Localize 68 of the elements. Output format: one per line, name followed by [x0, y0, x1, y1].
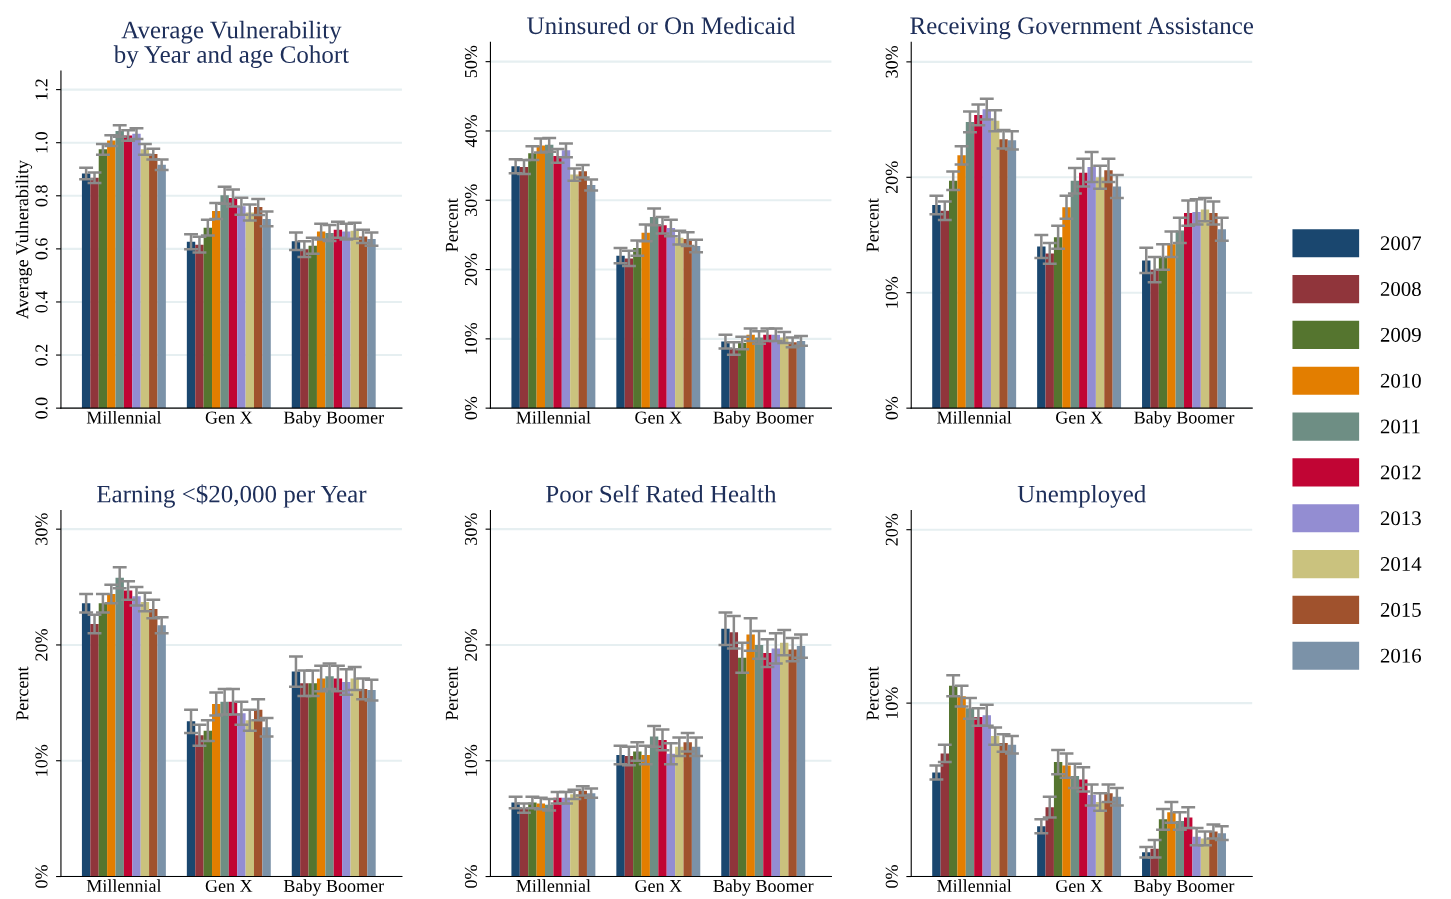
- y-tick-label: 10%: [464, 744, 478, 776]
- x-tick-label: Gen X: [205, 879, 253, 893]
- x-tick-label: Millennial: [937, 410, 1012, 424]
- chart-title: Average Vulnerability by Year and age Cohort: [113, 20, 349, 69]
- x-tick-label: Gen X: [635, 879, 682, 893]
- x-tick-label: Gen X: [205, 411, 253, 424]
- chart-title: Earning <$20,000 per Year: [97, 484, 367, 508]
- y-axis-title: Percent: [445, 198, 458, 252]
- y-tick-label: 20%: [464, 629, 478, 661]
- y-tick-label: 0%: [464, 865, 478, 888]
- y-tick-label: 30%: [35, 513, 48, 545]
- legend-label: 2008: [1380, 282, 1421, 297]
- y-tick-label: 20%: [35, 629, 48, 661]
- y-tick-label: 20%: [464, 253, 478, 286]
- legend-label: 2010: [1380, 373, 1421, 388]
- x-tick-label: Millennial: [86, 879, 162, 893]
- y-axis-title: Percent: [16, 666, 29, 721]
- y-tick-label: 30%: [464, 513, 478, 545]
- y-tick-label: 50%: [464, 45, 478, 78]
- x-tick-label: Gen X: [1056, 411, 1103, 424]
- legend-label: 2011: [1380, 419, 1420, 434]
- y-tick-label: 0%: [885, 396, 898, 420]
- x-tick-label: Millennial: [86, 410, 162, 424]
- x-tick-label: Baby Boomer: [1134, 879, 1235, 896]
- x-tick-label: Millennial: [516, 410, 591, 424]
- y-tick-label: 10%: [885, 276, 898, 308]
- legend-label: 2015: [1380, 602, 1421, 617]
- y-tick-label: 1.2: [35, 79, 48, 100]
- y-axis-title: Percent: [866, 198, 879, 252]
- y-tick-label: 0.6: [35, 238, 48, 260]
- y-tick-label: 0.2: [35, 344, 48, 366]
- y-tick-label: 30%: [885, 45, 898, 78]
- y-tick-label: 1.0: [35, 132, 48, 153]
- y-tick-label: 0%: [464, 396, 478, 420]
- x-tick-label: Gen X: [635, 411, 682, 424]
- y-tick-label: 0.8: [35, 185, 48, 207]
- x-tick-label: Baby Boomer: [283, 879, 384, 896]
- y-tick-label: 40%: [464, 115, 478, 148]
- y-tick-label: 0.4: [35, 290, 48, 313]
- y-axis-title: Percent: [866, 666, 879, 721]
- y-tick-label: 30%: [464, 184, 478, 216]
- legend-label: 2013: [1380, 511, 1421, 526]
- y-axis-title: Average Vulnerability: [15, 160, 33, 320]
- x-tick-label: Gen X: [1056, 879, 1103, 893]
- x-tick-label: Baby Boomer: [713, 879, 814, 896]
- y-axis-title: Percent: [445, 666, 458, 721]
- y-tick-label: 0.0: [35, 397, 48, 419]
- y-tick-label: 20%: [885, 161, 898, 194]
- y-tick-label: 0%: [35, 865, 48, 888]
- y-tick-label: 10%: [885, 687, 898, 719]
- x-tick-label: Millennial: [937, 879, 1012, 893]
- legend-label: 2012: [1380, 465, 1421, 480]
- y-tick-label: 10%: [35, 744, 48, 776]
- x-tick-label: Baby Boomer: [283, 410, 384, 428]
- legend-label: 2016: [1380, 648, 1422, 663]
- x-tick-label: Baby Boomer: [1134, 410, 1235, 428]
- chart-title: Uninsured or On Medicaid: [527, 16, 795, 35]
- chart-title: Unemployed: [1017, 484, 1146, 508]
- chart-title: Receiving Government Assistance: [910, 17, 1254, 40]
- x-tick-label: Millennial: [516, 879, 591, 893]
- legend-label: 2009: [1380, 327, 1421, 342]
- chart-title: Poor Self Rated Health: [546, 484, 777, 503]
- y-tick-label: 20%: [885, 513, 898, 546]
- x-tick-label: Baby Boomer: [713, 410, 814, 428]
- legend-label: 2014: [1380, 557, 1422, 572]
- y-tick-label: 10%: [464, 322, 478, 354]
- y-tick-label: 0%: [885, 865, 898, 888]
- legend-label: 2007: [1380, 236, 1422, 251]
